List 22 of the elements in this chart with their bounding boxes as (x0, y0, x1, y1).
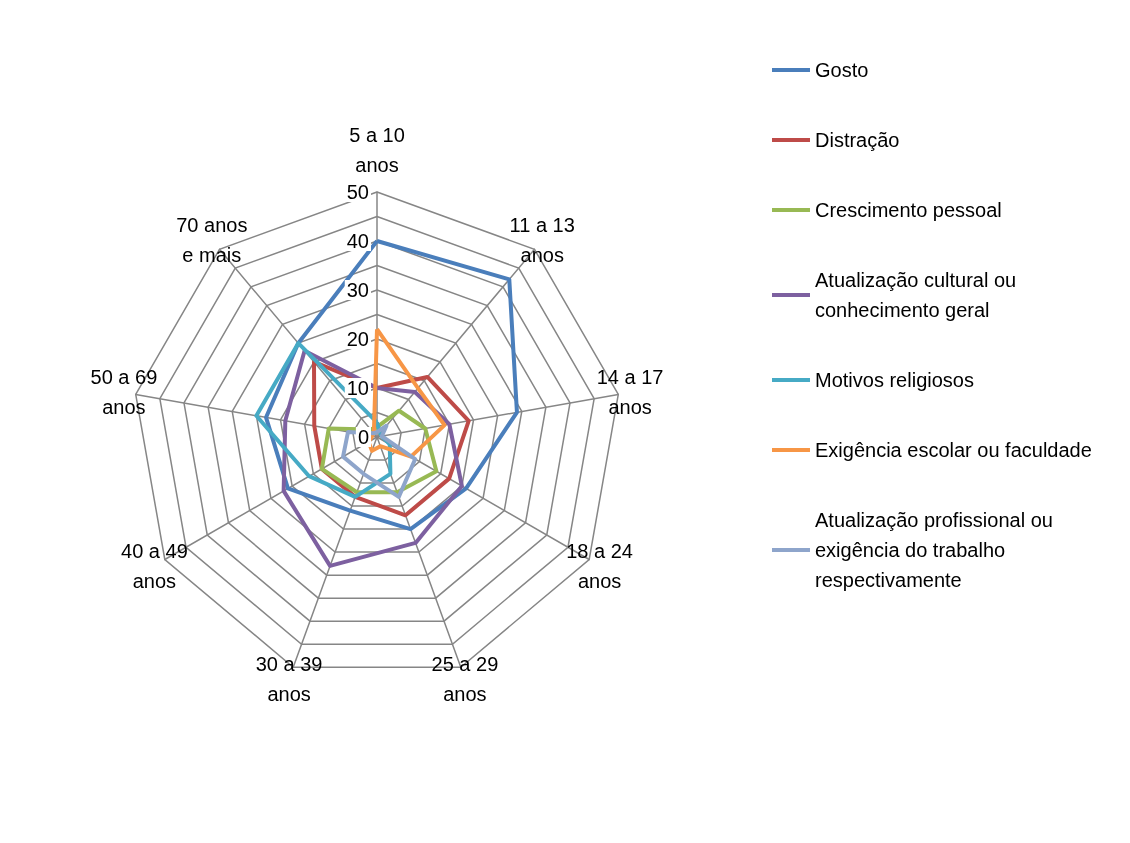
legend-label: Distração (815, 129, 900, 151)
spoke-label: 5 a 10 anos (349, 124, 405, 176)
spoke-label: 70 anos e mais (176, 214, 248, 267)
spoke-label: 14 a 17 anos (596, 366, 664, 419)
y-tick-label: 50 (346, 181, 369, 203)
y-tick-label: 30 (346, 279, 369, 301)
legend-label: Crescimento pessoal (815, 199, 1002, 221)
spoke-label: 40 a 49 anos (121, 539, 188, 592)
legend-label: Atualização cultural ou conhecimento geral (815, 269, 1022, 321)
legend-label: Atualização profissional ou exigência do trabalho respectivamente (815, 509, 1059, 591)
spoke-label: 50 a 69 anos (90, 366, 158, 419)
y-tick-label: 40 (346, 230, 369, 252)
y-tick-label: 0 (357, 426, 369, 448)
spoke-label: 25 a 29 anos (431, 652, 499, 705)
spoke-label: 11 a 13 anos (509, 214, 575, 267)
y-tick-label: 10 (346, 377, 369, 399)
y-tick-label: 20 (346, 328, 369, 350)
legend-label: Exigência escolar ou faculdade (815, 439, 1092, 461)
legend-label: Gosto (815, 59, 869, 81)
legend-label: Motivos religiosos (815, 369, 974, 391)
spoke-label: 30 a 39 anos (255, 652, 323, 705)
spoke-label: 18 a 24 anos (566, 539, 633, 592)
